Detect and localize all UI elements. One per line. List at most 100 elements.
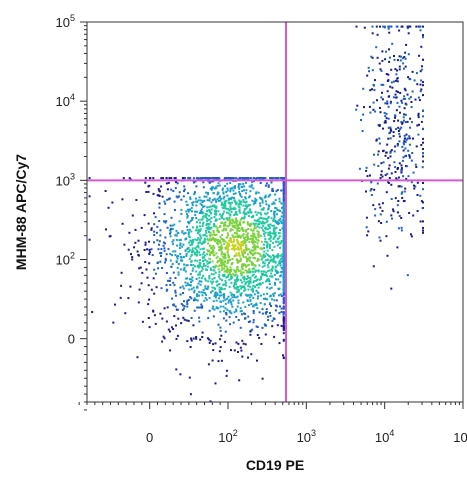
event-dot <box>247 238 249 241</box>
event-dot <box>214 291 217 294</box>
event-dot <box>240 186 243 188</box>
event-dot <box>264 333 267 336</box>
event-dot <box>394 116 396 119</box>
event-dot <box>221 288 224 291</box>
event-dot <box>407 32 410 35</box>
event-dot <box>256 177 259 180</box>
event-dot <box>375 139 378 142</box>
event-dot <box>226 219 229 221</box>
event-dot <box>282 354 284 357</box>
event-dot <box>241 243 244 246</box>
event-dot <box>274 206 277 209</box>
event-dot <box>186 300 189 303</box>
event-dot <box>386 102 389 105</box>
event-dot <box>175 229 178 232</box>
event-dot <box>231 293 233 296</box>
event-dot <box>405 177 408 180</box>
event-dot <box>405 133 408 136</box>
event-dot <box>384 154 387 157</box>
event-dot <box>178 220 181 223</box>
event-dot <box>252 267 255 270</box>
event-dot <box>196 295 198 298</box>
event-dot <box>173 284 176 287</box>
event-dot <box>387 27 390 30</box>
event-dot <box>129 285 132 288</box>
event-dot <box>406 137 409 140</box>
event-dot <box>282 317 285 320</box>
event-dot <box>182 243 185 246</box>
event-dot <box>404 113 407 116</box>
event-dot <box>396 69 398 72</box>
event-dot <box>394 145 397 148</box>
event-dot <box>208 249 211 252</box>
event-dot <box>267 195 270 198</box>
event-dot <box>201 266 204 269</box>
event-dot <box>230 228 233 231</box>
event-dot <box>137 253 140 256</box>
event-dot <box>261 377 264 380</box>
event-dot <box>186 282 189 285</box>
event-dot <box>276 220 279 223</box>
event-dot <box>248 260 251 263</box>
event-dot <box>398 68 401 71</box>
event-dot <box>212 315 215 318</box>
event-dot <box>120 284 123 287</box>
event-dot <box>182 292 184 294</box>
event-dot <box>258 234 261 237</box>
event-dot <box>282 229 285 232</box>
event-dot <box>383 25 386 28</box>
event-dot <box>209 257 211 260</box>
event-dot <box>269 295 272 298</box>
event-dot <box>385 112 388 115</box>
event-dot <box>268 205 271 208</box>
event-dot <box>244 177 247 180</box>
event-dot <box>275 265 278 268</box>
event-dot <box>252 296 255 299</box>
event-dot <box>232 247 235 250</box>
event-dot <box>274 260 277 263</box>
event-dot <box>237 223 240 226</box>
event-dot <box>148 253 151 255</box>
event-dot <box>137 301 140 304</box>
event-dot <box>278 232 281 234</box>
event-dot <box>206 220 208 223</box>
event-dot <box>275 299 278 302</box>
event-dot <box>231 177 234 180</box>
event-dot <box>253 219 256 222</box>
event-dot <box>228 316 231 319</box>
event-dot <box>263 264 266 267</box>
event-dot <box>227 212 230 215</box>
event-dot <box>230 281 233 284</box>
event-dot <box>206 177 209 180</box>
event-dot <box>227 253 230 256</box>
event-dot <box>381 50 384 53</box>
event-dot <box>243 312 245 315</box>
event-dot <box>216 239 218 242</box>
event-dot <box>185 264 188 267</box>
event-dot <box>282 291 285 294</box>
event-dot <box>261 229 264 232</box>
event-dot <box>279 246 282 249</box>
event-dot <box>205 298 208 301</box>
event-dot <box>390 129 393 132</box>
event-dot <box>219 236 222 238</box>
event-dot <box>163 337 166 340</box>
event-dot <box>270 268 273 271</box>
event-dot <box>199 177 202 180</box>
event-dot <box>226 267 229 270</box>
event-dot <box>193 291 196 294</box>
event-dot <box>229 237 232 240</box>
event-dot <box>266 264 269 267</box>
event-dot <box>265 273 268 276</box>
event-dot <box>247 321 250 323</box>
event-dot <box>150 288 153 291</box>
event-dot <box>404 140 407 143</box>
event-dot <box>276 237 279 240</box>
event-dot <box>282 186 285 188</box>
event-dot <box>367 230 370 233</box>
event-dot <box>403 67 405 70</box>
event-dot <box>206 210 209 213</box>
event-dot <box>378 142 381 145</box>
event-dot <box>282 332 285 335</box>
event-dot <box>247 248 250 251</box>
